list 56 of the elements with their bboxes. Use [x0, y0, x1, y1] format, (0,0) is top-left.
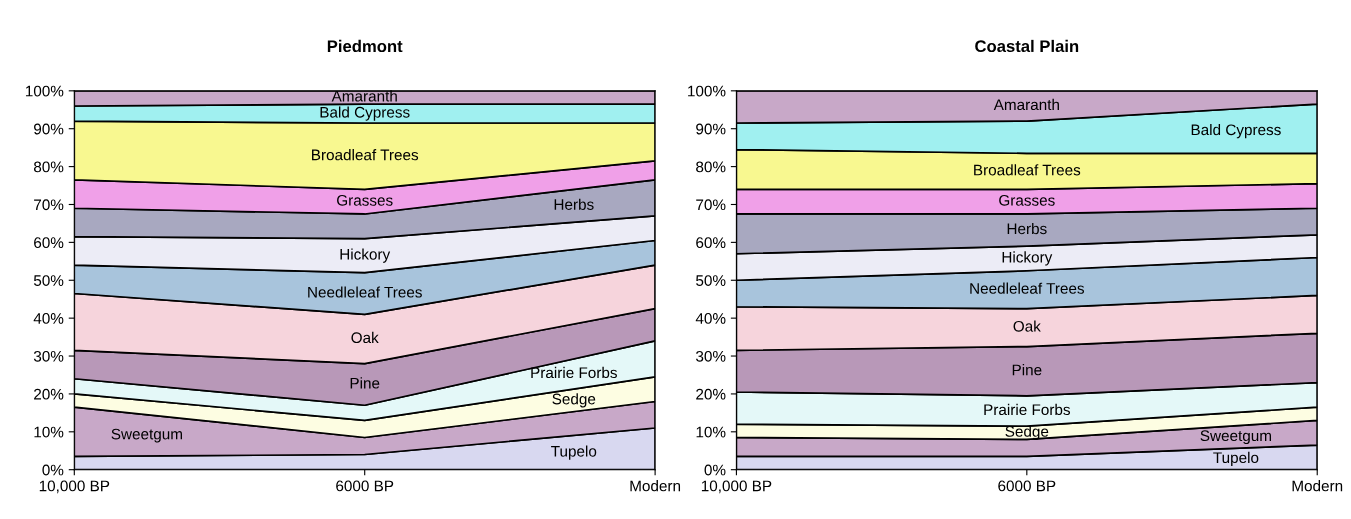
series-label: Broadleaf Trees — [974, 164, 1081, 176]
y-tick-label: 60% — [34, 237, 64, 249]
y-tick-label: 10% — [34, 426, 64, 438]
series-label: Grasses — [337, 194, 393, 206]
y-tick-label: 30% — [33, 350, 64, 362]
y-tick-label: 0% — [42, 464, 64, 476]
y-tick-label: 70% — [696, 199, 726, 211]
y-tick-label: 0% — [704, 464, 726, 476]
x-tick-label: 6000 BP — [336, 480, 394, 492]
series-label: Pine — [350, 377, 380, 389]
y-tick-label: 30% — [696, 350, 726, 362]
series-label: Broadleaf Trees — [312, 149, 419, 161]
series-label: Bald Cypress — [1191, 123, 1281, 139]
series-label: Prairie Forbs — [531, 366, 617, 379]
series-label: Herbs — [1007, 222, 1047, 235]
series-label: Sweetgum — [1200, 430, 1271, 445]
series-label: Oak — [1013, 320, 1041, 332]
series-label: Sweetgum — [111, 428, 182, 443]
y-tick-label: 20% — [34, 388, 64, 400]
x-tick-label: 6000 BP — [998, 480, 1056, 492]
chart-title: Piedmont — [327, 39, 403, 53]
x-tick-label: Modern — [630, 480, 681, 492]
y-tick-label: 70% — [34, 199, 64, 211]
series-label: Sedge — [1005, 425, 1049, 440]
series-label: Amaranth — [331, 90, 397, 102]
y-tick-label: 100% — [688, 85, 726, 97]
y-tick-label: 80% — [696, 161, 726, 173]
series-label: Herbs — [554, 198, 594, 210]
series-label: Bald Cypress — [320, 106, 410, 121]
series-label: Oak — [351, 331, 379, 344]
y-tick-label: 50% — [33, 275, 64, 286]
y-tick-label: 90% — [34, 123, 64, 135]
y-tick-label: 40% — [33, 313, 64, 324]
series-label: Tupelo — [551, 445, 597, 460]
series-label: Needleleaf Trees — [308, 286, 422, 298]
y-tick-label: 60% — [696, 237, 726, 249]
series-label: Hickory — [1002, 251, 1053, 266]
y-tick-label: 80% — [33, 161, 64, 173]
series-label: Prairie Forbs — [984, 403, 1070, 416]
y-tick-label: 50% — [696, 275, 726, 286]
x-tick-label: 10,000 BP — [701, 480, 772, 494]
x-tick-label: 10,000 BP — [39, 480, 110, 494]
x-tick-label: Modern — [1292, 480, 1343, 492]
y-tick-label: 90% — [696, 123, 726, 135]
y-tick-label: 10% — [696, 426, 726, 438]
y-tick-label: 40% — [695, 313, 726, 324]
series-label: Needleleaf Trees — [970, 282, 1085, 294]
y-tick-label: 100% — [25, 85, 64, 97]
chart-title: Coastal Plain — [975, 39, 1079, 53]
series-label: Sedge — [552, 393, 596, 408]
series-label: Hickory — [340, 248, 391, 263]
series-label: Grasses — [999, 194, 1055, 206]
series-label: Tupelo — [1213, 451, 1259, 467]
y-tick-label: 20% — [696, 388, 726, 400]
series-label: Amaranth — [993, 98, 1059, 111]
series-label: Pine — [1012, 364, 1042, 376]
